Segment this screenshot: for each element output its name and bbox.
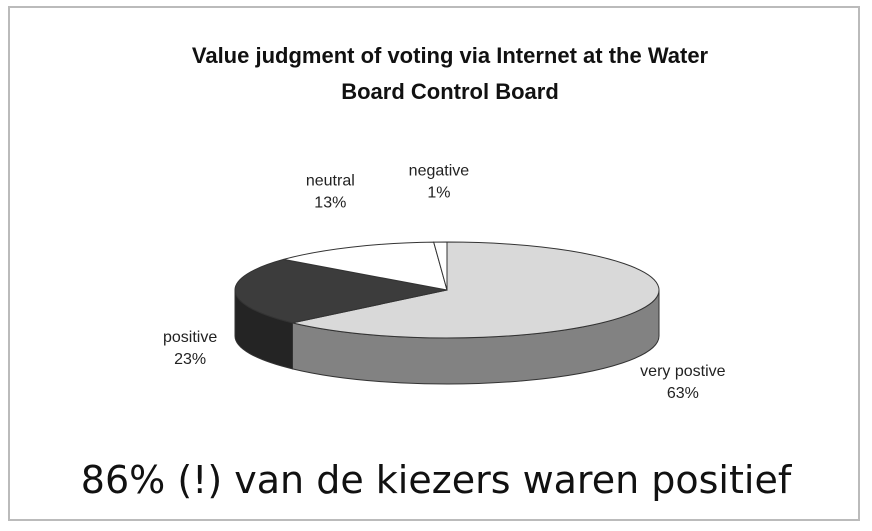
chart-title: Value judgment of voting via Internet at… bbox=[191, 43, 709, 104]
pie-slice bbox=[283, 241, 448, 291]
pie-slice bbox=[234, 258, 448, 324]
slice-label: negative bbox=[409, 162, 470, 179]
pie-slice bbox=[292, 241, 660, 339]
slice-value-label: 13% bbox=[314, 194, 346, 211]
slice-value-label: 23% bbox=[174, 351, 206, 368]
slice-value-label: 1% bbox=[427, 184, 450, 201]
slice-label: positive bbox=[163, 329, 217, 346]
slice-value-label: 63% bbox=[667, 385, 699, 402]
slice-label: very postive bbox=[640, 363, 725, 380]
frame bbox=[8, 6, 860, 521]
annotation: 86% (!) van de kiezers waren positief bbox=[80, 458, 792, 502]
slice-label: neutral bbox=[306, 172, 355, 189]
pie-slice bbox=[433, 241, 448, 291]
